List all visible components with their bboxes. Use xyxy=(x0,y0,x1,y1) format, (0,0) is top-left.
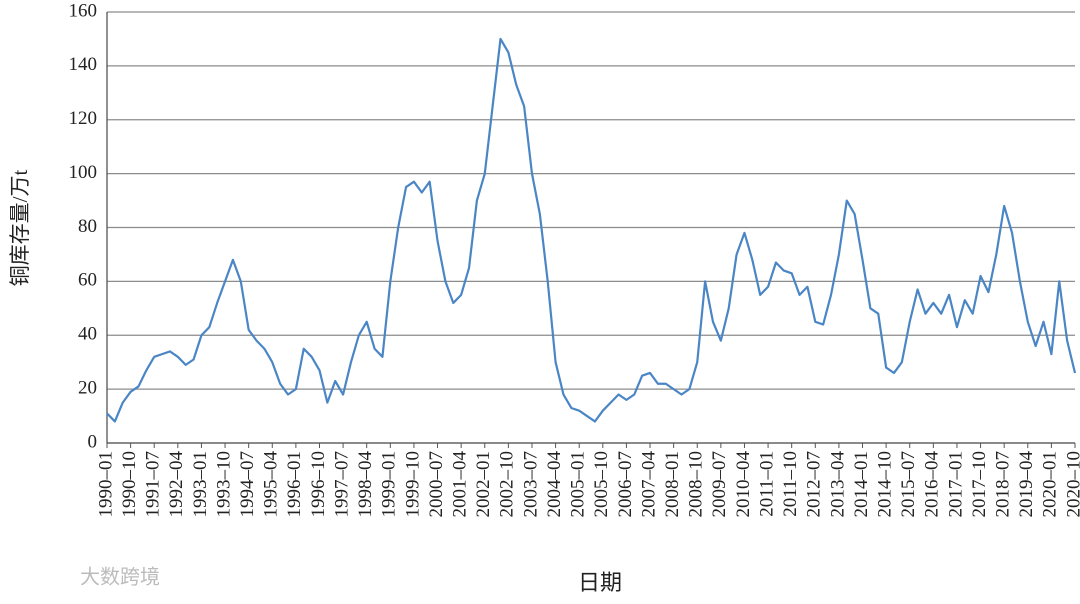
x-tick-label: 2006–07 xyxy=(615,451,636,518)
x-tick-label: 2008–01 xyxy=(662,451,683,518)
x-tick-label: 1999–01 xyxy=(379,451,400,518)
x-tick-label: 2001–04 xyxy=(450,451,471,518)
y-tick-label: 160 xyxy=(69,0,98,21)
x-tick-label: 2016–04 xyxy=(922,451,943,518)
x-tick-label: 2010–04 xyxy=(733,451,754,518)
x-tick-label: 2004–04 xyxy=(544,451,565,518)
x-tick-label: 2018–07 xyxy=(993,451,1014,518)
y-tick-label: 20 xyxy=(78,377,97,398)
x-tick-label: 2013–04 xyxy=(827,451,848,518)
x-tick-label: 2009–07 xyxy=(709,451,730,518)
x-tick-label: 2020–10 xyxy=(1063,451,1080,518)
x-tick-label: 2007–04 xyxy=(638,451,659,518)
data-line xyxy=(106,37,1077,423)
y-tick-label: 40 xyxy=(78,324,97,345)
x-tick-label: 1993–01 xyxy=(190,451,211,518)
x-tick-label: 1990–01 xyxy=(95,451,116,518)
x-tick-label: 2020–01 xyxy=(1040,451,1061,518)
x-tick-label: 2008–10 xyxy=(686,451,707,518)
y-tick-label: 140 xyxy=(69,54,98,75)
x-tick-label: 2005–10 xyxy=(591,451,612,518)
x-tick-label: 2017–10 xyxy=(969,451,990,518)
x-tick-label: 2011–10 xyxy=(780,451,801,517)
x-tick-label: 2019–04 xyxy=(1016,451,1037,518)
y-tick-label: 120 xyxy=(69,108,98,129)
x-tick-label: 2012–07 xyxy=(804,451,825,518)
x-tick-label: 1994–07 xyxy=(237,451,258,518)
y-tick-label: 100 xyxy=(69,162,98,183)
x-tick-label: 2005–01 xyxy=(568,451,589,518)
x-tick-label: 2017–01 xyxy=(945,451,966,518)
x-tick-label: 1997–07 xyxy=(331,451,352,518)
y-tick-label: 0 xyxy=(88,431,98,452)
x-tick-label: 2000–07 xyxy=(426,451,447,518)
x-tick-label: 1992–04 xyxy=(166,451,187,518)
x-tick-label: 1999–10 xyxy=(402,451,423,518)
x-tick-label: 1996–01 xyxy=(284,451,305,518)
x-tick-label: 1998–04 xyxy=(355,451,376,518)
watermark: 大数跨境 xyxy=(80,565,160,589)
x-tick-label: 2014–01 xyxy=(851,451,872,518)
y-tick-label: 80 xyxy=(78,216,97,237)
y-tick-label: 60 xyxy=(78,270,97,291)
y-axis-label: 铜库存量/万t xyxy=(8,170,32,287)
x-tick-label: 1991–07 xyxy=(143,451,164,518)
x-tick-label: 1990–10 xyxy=(119,451,140,518)
x-tick-label: 2015–07 xyxy=(898,451,919,518)
x-tick-label: 2002–01 xyxy=(473,451,494,518)
x-tick-label: 2011–01 xyxy=(756,451,777,517)
x-axis-label: 日期 xyxy=(578,570,622,595)
x-tick-label: 2014–10 xyxy=(874,451,895,518)
x-tick-label: 1996–10 xyxy=(308,451,329,518)
x-tick-label: 2002–10 xyxy=(497,451,518,518)
x-tick-label: 1993–10 xyxy=(213,451,234,518)
x-tick-label: 1995–04 xyxy=(261,451,282,518)
x-tick-label: 2003–07 xyxy=(520,451,541,518)
